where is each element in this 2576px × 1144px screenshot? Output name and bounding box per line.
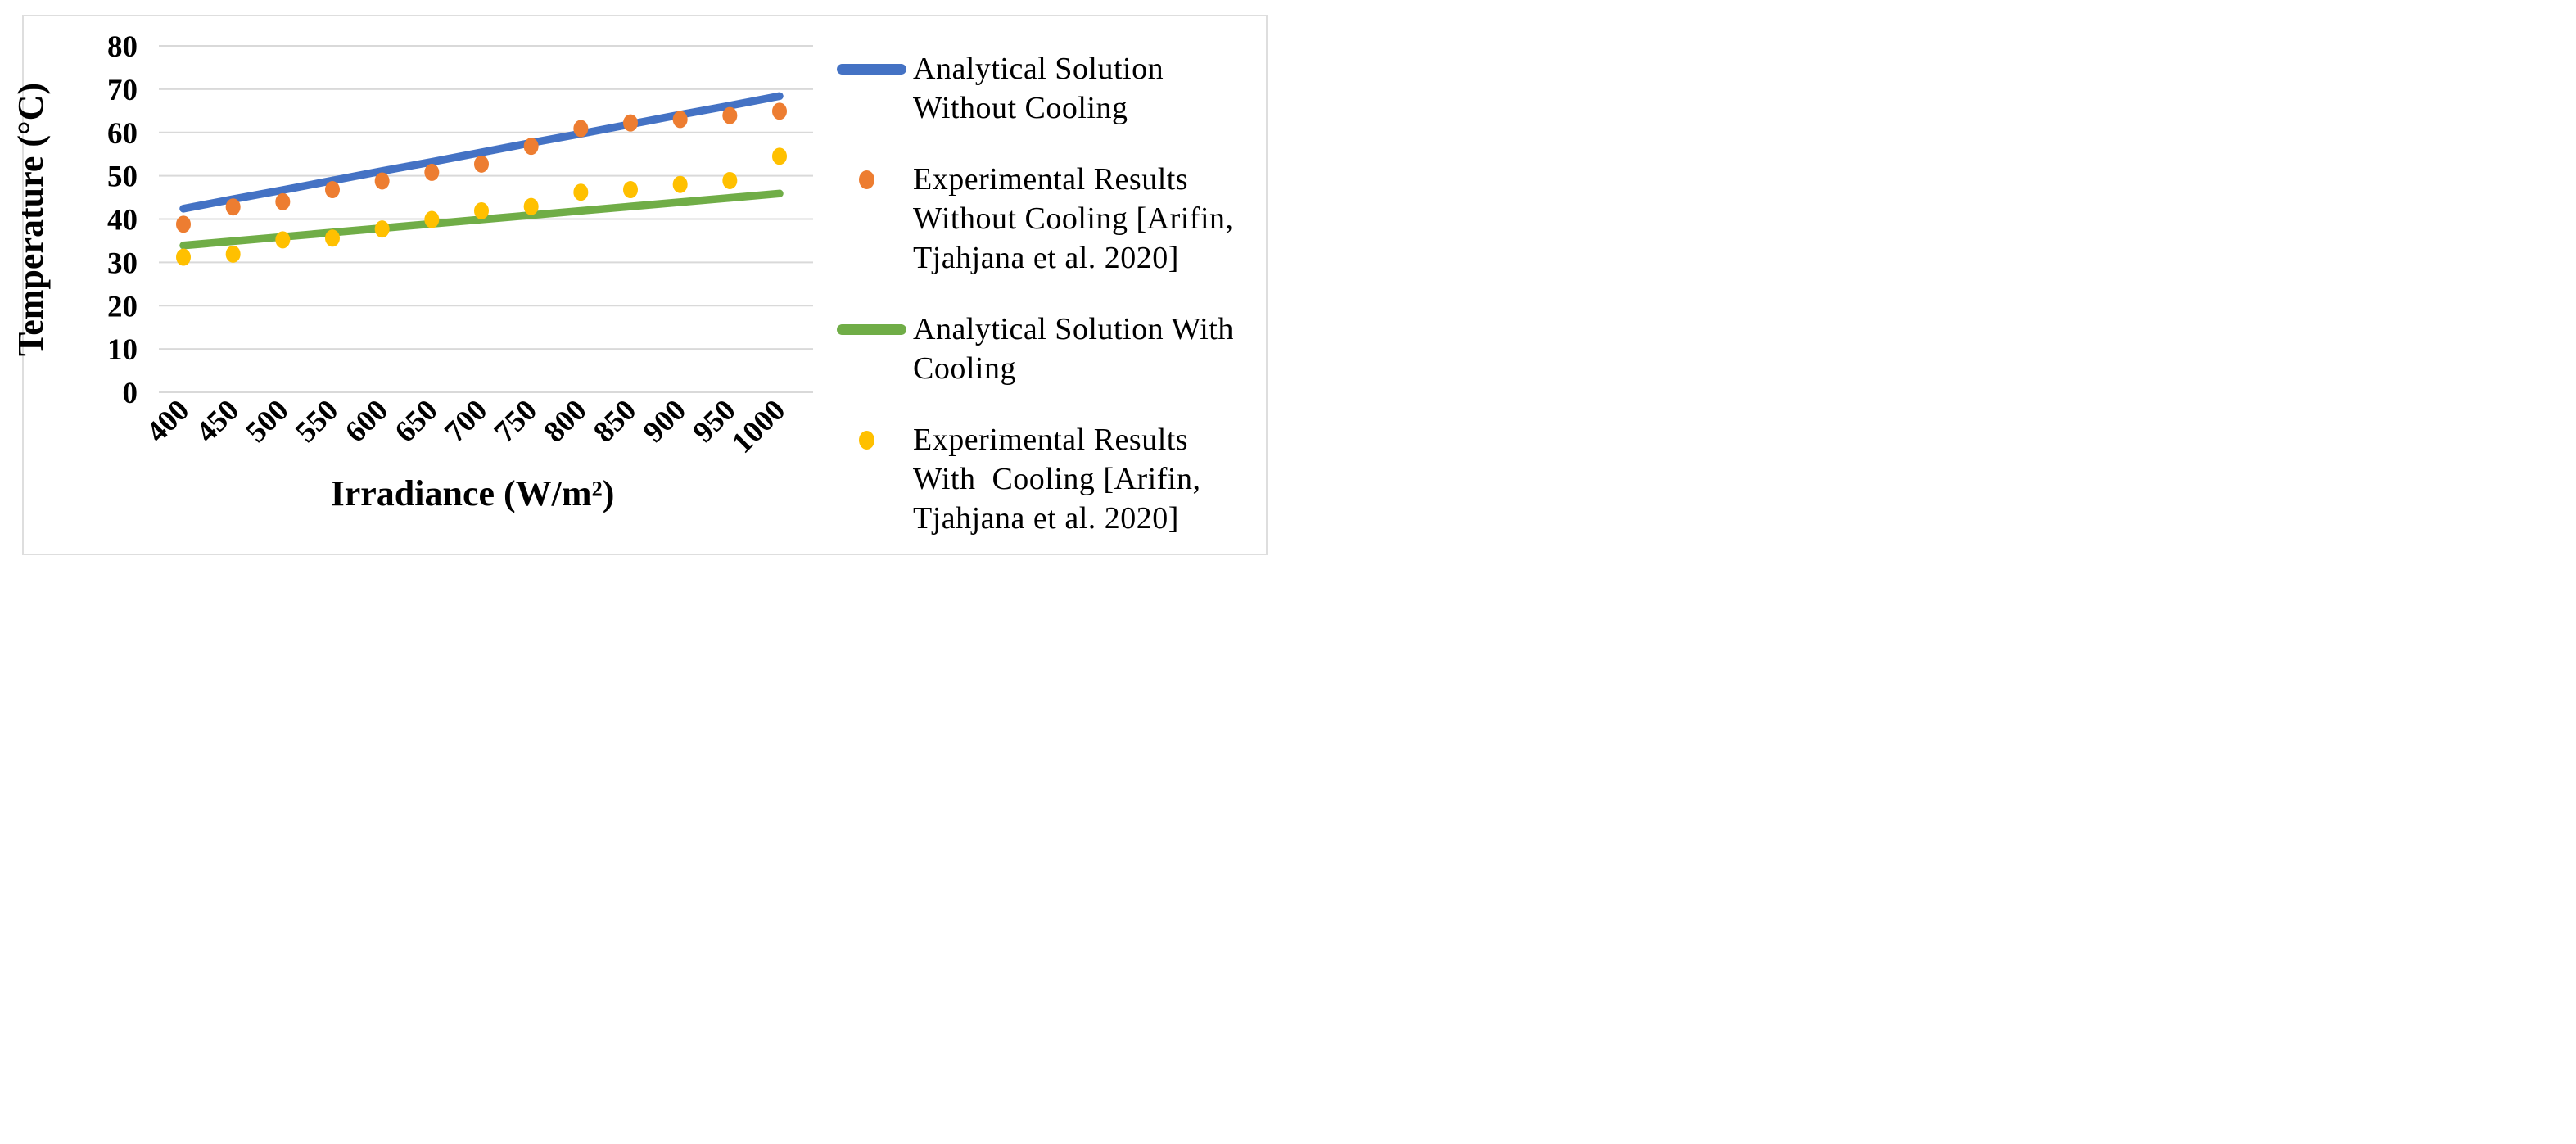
legend-line-swatch-icon — [837, 323, 906, 335]
legend-entry: Analytical Solution Without Cooling — [835, 49, 1164, 128]
x-tick-label: 650 — [388, 393, 444, 449]
y-tick-label: 0 — [123, 377, 138, 410]
x-tick-label: 700 — [438, 393, 494, 449]
legend-dot-marker-icon — [859, 430, 874, 450]
temperature-vs-irradiance-chart: 0 10 20 30 40 50 60 70 80 40045050055060065070075… — [11, 30, 813, 513]
x-tick-label: 450 — [190, 393, 246, 449]
data-point-marker — [424, 210, 440, 228]
chart-legend: Analytical Solution Without Cooling Exper… — [835, 15, 1268, 555]
data-point-marker — [772, 147, 787, 165]
data-point-marker — [474, 155, 489, 173]
data-point-marker — [225, 245, 241, 263]
x-tick-label: 550 — [289, 393, 345, 449]
data-point-marker — [672, 111, 688, 129]
y-tick-label: 50 — [107, 161, 138, 194]
x-tick-label: 400 — [140, 393, 196, 449]
data-point-marker — [722, 171, 738, 189]
y-axis-tick-labels: 0 10 20 30 40 50 60 70 80 — [107, 30, 138, 410]
gridlines — [159, 45, 813, 393]
legend-dot-marker-icon — [859, 170, 874, 189]
legend-entry: Experimental Results Without Cooling [Ar… — [835, 160, 1234, 278]
data-point-marker — [225, 198, 241, 216]
legend-swatch-column — [835, 310, 913, 335]
y-axis-title: Temperature (°C) — [11, 83, 51, 356]
legend-label: Experimental Results With Cooling [Arifi… — [913, 422, 1201, 536]
data-point-marker — [722, 106, 738, 124]
legend-swatch-column — [835, 160, 913, 189]
x-tick-label: 750 — [488, 393, 544, 449]
legend-entry: Analytical Solution With Cooling — [835, 310, 1234, 388]
data-point-marker — [523, 197, 539, 215]
y-tick-label: 40 — [107, 204, 138, 237]
data-point-marker — [523, 138, 539, 156]
y-tick-label: 20 — [107, 290, 138, 323]
legend-label: Experimental Results Without Cooling [Ar… — [913, 161, 1234, 275]
series-markers-experimental-results-without-cooling-arifin-tjahjana-et-al-2020- — [176, 102, 787, 233]
legend-item: Analytical Solution Without Cooling — [835, 23, 1268, 153]
y-tick-label: 70 — [107, 74, 138, 107]
data-point-marker — [275, 231, 291, 249]
y-tick-label: 80 — [107, 30, 138, 64]
x-tick-label: 850 — [587, 393, 643, 449]
y-tick-label: 30 — [107, 246, 138, 280]
x-axis-title: Irradiance (W/m²) — [331, 473, 615, 513]
legend-item: Analytical Solution With Cooling — [835, 283, 1268, 414]
data-point-marker — [573, 120, 589, 138]
x-tick-label: 800 — [537, 393, 593, 449]
legend-label: Analytical Solution Without Cooling — [913, 51, 1164, 125]
data-point-marker — [374, 172, 390, 190]
legend-entry: Experimental Results With Cooling [Arifi… — [835, 420, 1200, 538]
legend-swatch-column — [835, 420, 913, 450]
data-point-marker — [623, 181, 638, 199]
data-point-marker — [275, 192, 291, 210]
x-tick-label: 600 — [339, 393, 395, 449]
legend-item: Experimental Results With Cooling [Arifi… — [835, 414, 1268, 544]
data-point-marker — [176, 248, 191, 266]
data-point-marker — [176, 215, 191, 233]
data-point-marker — [772, 102, 787, 120]
legend-line-swatch-icon — [837, 63, 906, 75]
data-point-marker — [623, 114, 638, 132]
data-point-marker — [573, 183, 589, 201]
legend-item: Experimental Results Without Cooling [Ar… — [835, 153, 1268, 283]
y-tick-label: 10 — [107, 333, 138, 367]
x-tick-label: 900 — [637, 393, 693, 449]
series-line-analytical-solution-without-cooling — [179, 92, 784, 213]
data-point-marker — [474, 201, 489, 219]
series-markers-experimental-results-with-cooling-arifin-tjahjana-et-al-2020- — [176, 147, 787, 266]
legend-swatch-column — [835, 49, 913, 75]
x-tick-label: 1000 — [725, 393, 792, 459]
x-tick-label: 500 — [239, 393, 295, 449]
data-point-marker — [325, 181, 340, 199]
data-point-marker — [672, 175, 688, 193]
figure-border — [22, 15, 1268, 555]
y-tick-label: 60 — [107, 117, 138, 151]
data-point-marker — [325, 229, 340, 247]
data-point-marker — [424, 163, 440, 181]
figure: 0 10 20 30 40 50 60 70 80 400 450 500 550 600 650 700 75… — [0, 0, 1288, 572]
legend-label: Analytical Solution With Cooling — [913, 311, 1234, 386]
data-point-marker — [374, 220, 390, 238]
